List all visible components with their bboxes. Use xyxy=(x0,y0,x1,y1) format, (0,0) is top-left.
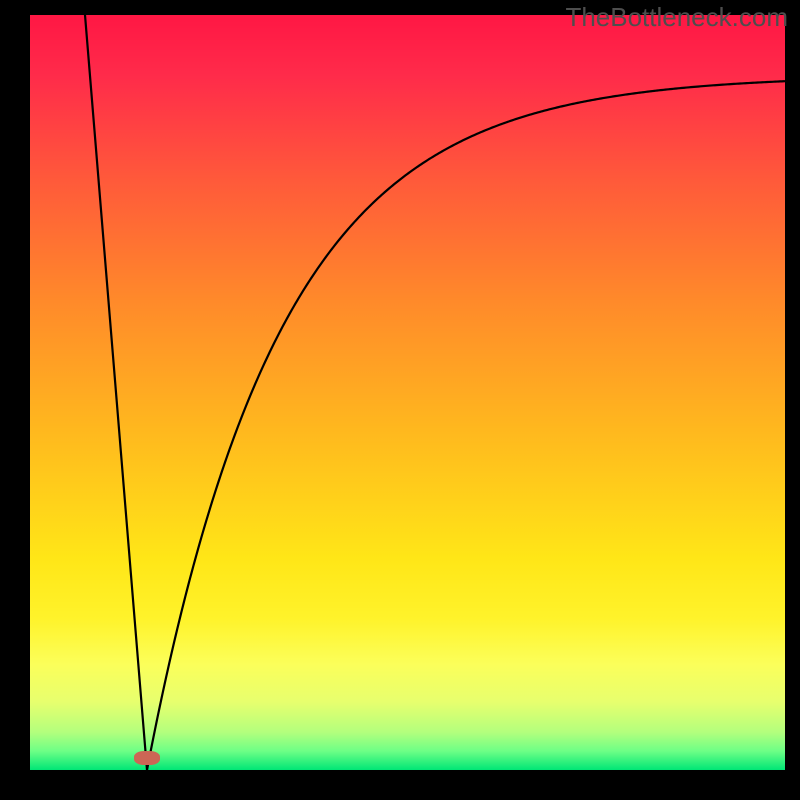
bottleneck-curve xyxy=(0,0,800,800)
optimal-point-marker xyxy=(134,751,160,765)
watermark-text: TheBottleneck.com xyxy=(565,2,788,33)
